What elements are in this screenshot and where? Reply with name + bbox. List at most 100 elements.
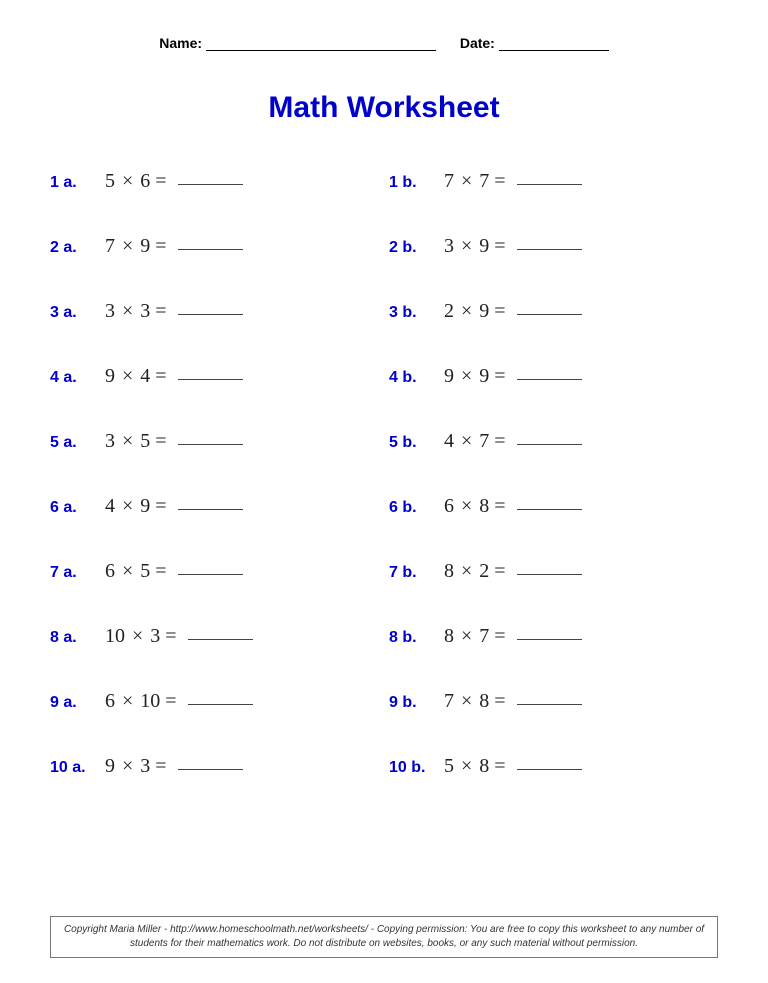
problem-id: 8 b. [389,629,444,647]
operator: × [459,235,479,257]
problem-id: 4 b. [389,369,444,387]
equals: = [160,690,181,712]
problem-expression: 3 × 9 = [444,235,582,258]
problem-id: 1 a. [50,174,105,192]
answer-blank [178,184,243,185]
answer-blank [178,379,243,380]
problem: 1 b.7 × 7 = [389,170,718,193]
problem-expression: 8 × 7 = [444,625,582,648]
equals: = [150,170,171,192]
operand-b: 3 [140,755,150,777]
operator: × [459,430,479,452]
operand-b: 9 [479,300,489,322]
operand-a: 3 [105,430,115,452]
problem: 7 a.6 × 5 = [50,560,379,583]
problem-id: 1 b. [389,174,444,192]
answer-blank [517,769,582,770]
operator: × [120,170,140,192]
problem-id: 6 a. [50,499,105,517]
equals: = [150,235,171,257]
problem: 9 a.6 × 10 = [50,690,379,713]
operand-b: 9 [479,365,489,387]
problem-id: 7 a. [50,564,105,582]
problem: 8 a.10 × 3 = [50,625,379,648]
operand-a: 8 [444,625,454,647]
equals: = [489,625,510,647]
answer-blank [178,314,243,315]
problem-id: 10 b. [389,759,444,777]
answer-blank [517,704,582,705]
problem: 2 a.7 × 9 = [50,235,379,258]
operand-a: 2 [444,300,454,322]
problem-expression: 8 × 2 = [444,560,582,583]
problem-expression: 5 × 6 = [105,170,243,193]
operator: × [459,170,479,192]
problem-expression: 10 × 3 = [105,625,253,648]
operand-b: 6 [140,170,150,192]
operand-b: 9 [140,235,150,257]
answer-blank [178,509,243,510]
problem-expression: 6 × 8 = [444,495,582,518]
operator: × [120,300,140,322]
answer-blank [517,444,582,445]
problem-id: 5 b. [389,434,444,452]
problem-expression: 6 × 5 = [105,560,243,583]
operator: × [120,495,140,517]
problem-id: 3 b. [389,304,444,322]
operand-b: 2 [479,560,489,582]
equals: = [489,365,510,387]
equals: = [489,300,510,322]
problems-grid: 1 a.5 × 6 = 1 b.7 × 7 = 2 a.7 × 9 = 2 b.… [40,170,728,778]
operator: × [120,235,140,257]
equals: = [489,235,510,257]
answer-blank [178,249,243,250]
operand-a: 9 [105,755,115,777]
operator: × [459,560,479,582]
operand-b: 9 [140,495,150,517]
operand-b: 7 [479,430,489,452]
operator: × [459,365,479,387]
problem-id: 10 a. [50,759,105,777]
problem-expression: 4 × 7 = [444,430,582,453]
operator: × [120,430,140,452]
equals: = [150,430,171,452]
operand-b: 3 [140,300,150,322]
operand-a: 4 [444,430,454,452]
operator: × [459,300,479,322]
problem: 10 b.5 × 8 = [389,755,718,778]
problem-id: 3 a. [50,304,105,322]
problem-id: 7 b. [389,564,444,582]
problem-id: 2 b. [389,239,444,257]
operand-b: 4 [140,365,150,387]
operand-b: 5 [140,560,150,582]
operator: × [130,625,150,647]
equals: = [489,430,510,452]
equals: = [160,625,181,647]
worksheet-title: Math Worksheet [40,91,728,125]
operand-b: 5 [140,430,150,452]
operand-b: 7 [479,625,489,647]
problem: 3 a.3 × 3 = [50,300,379,323]
operand-a: 5 [105,170,115,192]
operator: × [459,755,479,777]
problem: 1 a.5 × 6 = [50,170,379,193]
operator: × [459,690,479,712]
equals: = [150,495,171,517]
operand-a: 6 [105,560,115,582]
problem-expression: 7 × 8 = [444,690,582,713]
operand-b: 8 [479,690,489,712]
operand-a: 9 [444,365,454,387]
equals: = [489,170,510,192]
answer-blank [178,769,243,770]
operator: × [120,365,140,387]
equals: = [150,300,171,322]
problem-expression: 4 × 9 = [105,495,243,518]
problem-expression: 9 × 9 = [444,365,582,388]
equals: = [150,755,171,777]
answer-blank [517,639,582,640]
answer-blank [517,184,582,185]
problem: 2 b.3 × 9 = [389,235,718,258]
problem-expression: 5 × 8 = [444,755,582,778]
operand-a: 3 [444,235,454,257]
problem-expression: 9 × 4 = [105,365,243,388]
